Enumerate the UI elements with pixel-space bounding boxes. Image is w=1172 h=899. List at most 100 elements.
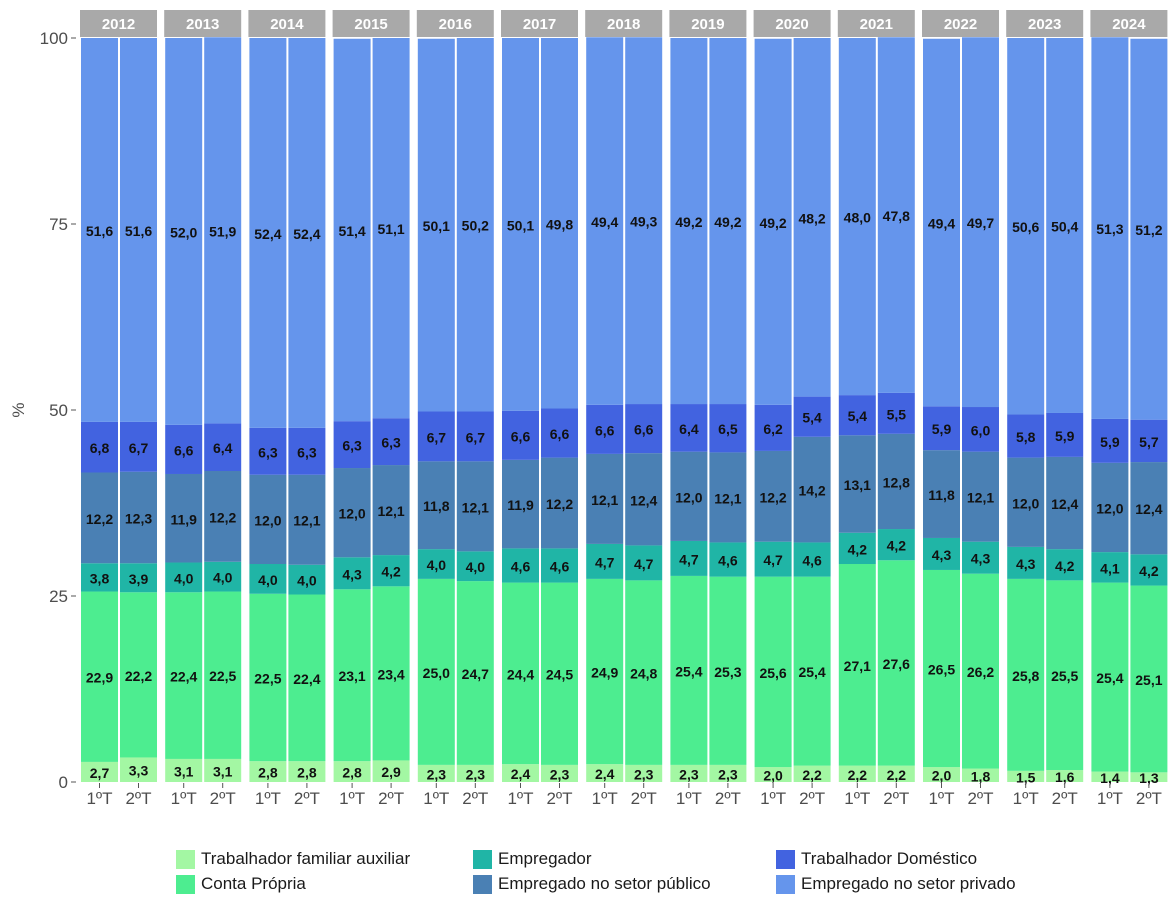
bar-segment [1007,414,1045,458]
bar-segment [923,450,960,538]
bar-segment [1091,552,1129,583]
data-label: 22,5 [209,668,236,684]
bar-segment [625,580,663,765]
data-label: 2,3 [427,766,447,782]
bar-segment [249,38,287,428]
bar-segment [541,582,578,765]
data-label: 12,1 [967,490,994,506]
data-label: 49,3 [630,214,657,230]
legend-item: Empregado no setor público [473,873,711,895]
data-label: 5,9 [932,421,952,437]
bar-segment [417,461,455,550]
bar-segment [670,451,708,541]
facet-strip [332,10,410,37]
bar-segment [754,450,792,542]
bar-segment [249,761,287,782]
data-label: 6,8 [90,440,110,456]
bar-segment [838,765,876,782]
x-tick-label: 1ºT [676,789,702,808]
data-label: 12,1 [591,492,618,508]
data-label: 25,4 [798,664,825,680]
data-label: 11,9 [507,497,534,513]
facet-strip-label: 2021 [860,16,893,33]
bar-segment [625,453,663,546]
facet-strip [922,10,999,37]
legend-item: Conta Própria [176,873,306,895]
facet-panel-2016: 2016 2,3 25,0 4,0 11,8 6,7 50,1 1ºT 2,3 24,7 4,0 12… [416,10,494,808]
bar-segment [456,551,494,582]
y-axis: % 0 25 50 75 100 [9,29,76,792]
bar-segment [793,542,831,577]
data-label: 50,1 [423,218,450,234]
facet-strip [248,10,326,37]
bar-segment [709,764,747,782]
bar-segment [120,563,157,593]
y-axis-label: % [9,402,28,417]
data-label: 3,3 [129,763,149,779]
data-label: 1,8 [971,768,991,784]
data-label: 24,5 [546,667,573,683]
bar-segment [586,543,624,579]
bar-segment [877,765,915,782]
data-label: 12,1 [462,499,489,515]
data-label: 51,6 [125,223,152,239]
data-label: 4,6 [550,558,570,574]
bar-segment [1007,457,1045,547]
data-label: 4,0 [427,557,447,573]
facet-panel-2012: 2012 2,7 22,9 3,8 12,2 6,8 51,6 1ºT 3,3 22,2 3,9 12… [80,10,157,808]
facet-strip-label: 2020 [775,16,808,33]
data-label: 2,0 [932,768,952,784]
data-label: 4,0 [258,572,278,588]
data-label: 12,4 [1051,496,1078,512]
data-label: 2,0 [763,768,783,784]
data-label: 1,6 [1055,769,1075,785]
bar-segment [541,764,578,782]
bar-segment [1046,549,1084,581]
data-label: 12,2 [759,489,786,505]
data-label: 12,2 [546,496,573,512]
data-label: 6,3 [381,435,401,451]
bar-segment [1007,770,1045,782]
bar-segment [962,573,999,769]
bar-segment [417,411,455,462]
bar-segment [541,408,578,458]
y-tick-label: 75 [49,215,68,234]
data-label: 25,4 [1096,670,1123,686]
data-label: 2,3 [718,766,738,782]
facet-strip-label: 2015 [354,16,387,33]
bar-segment [288,594,326,762]
bar-segment [586,764,624,782]
bar-segment [502,38,539,411]
bar-segment [249,564,287,594]
data-label: 4,3 [1016,556,1036,572]
bar-segment [120,38,157,422]
bar-segment [541,548,578,583]
x-tick-label: 2ºT [631,789,657,808]
bar-segment [838,564,876,766]
stacked-bar-chart: % 0 25 50 75 100 2012 2,7 22,9 3,8 12,2 6,8 51,6 1ºT 3… [9,10,1168,808]
data-label: 22,9 [86,670,113,686]
data-label: 4,2 [1055,558,1075,574]
bar-segment [502,548,539,583]
x-tick-label: 2ºT [378,789,404,808]
bar-segment [793,436,831,543]
bar-segment [165,562,203,593]
bar-segment [670,38,708,405]
data-label: 4,7 [763,552,783,568]
facet-strip [753,10,831,37]
data-label: 22,2 [125,668,152,684]
facet-panel-2015: 2015 2,8 23,1 4,3 12,0 6,3 51,4 1ºT 2,9 23,4 4,2 12… [332,10,410,808]
bar-segment [1046,580,1084,771]
bar-segment [1091,418,1129,463]
bar-segment [333,589,371,762]
data-label: 5,9 [1100,434,1120,450]
x-tick-label: 1ºT [339,789,365,808]
bar-segment [120,757,157,782]
data-label: 24,7 [462,666,489,682]
legend-label: Conta Própria [201,874,306,893]
legend-swatch [176,874,195,894]
bar-segment [709,404,747,453]
bar-segment [249,593,287,762]
data-label: 1,3 [1139,770,1159,786]
bar-segment [625,764,663,782]
